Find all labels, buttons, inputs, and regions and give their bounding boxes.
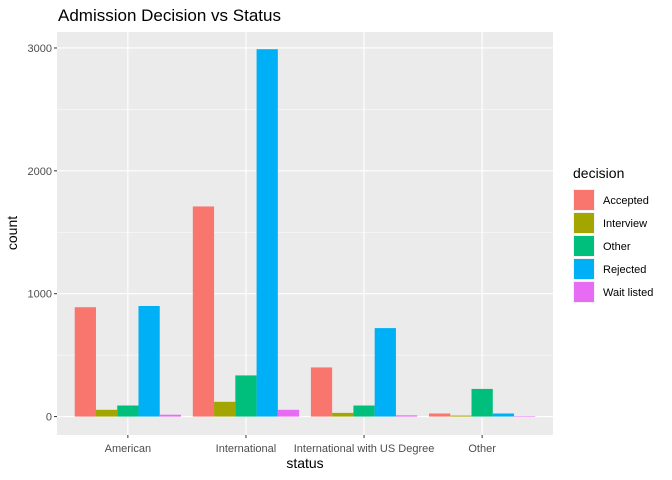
legend-label: Other: [603, 241, 631, 253]
bar-wait-listed: [514, 416, 536, 417]
bar-accepted: [310, 367, 333, 417]
legend-label: Interview: [603, 218, 647, 230]
bar-other: [117, 405, 139, 417]
y-axis-title: count: [4, 216, 20, 250]
bar-rejected: [374, 328, 396, 417]
legend-items: Accepted Interview Other Rejected Wait liste…: [573, 189, 653, 303]
x-tick-label: American: [105, 443, 151, 455]
bar-wait-listed: [395, 415, 418, 417]
legend-label: Wait listed: [603, 287, 653, 299]
legend: decision Accepted Interview Other Rejected W…: [573, 165, 653, 303]
legend-swatch: [574, 282, 594, 302]
legend-swatch: [574, 213, 594, 233]
x-axis-title: status: [286, 455, 323, 471]
bar-interview: [450, 415, 472, 417]
legend-label: Accepted: [603, 195, 649, 207]
bar-interview: [214, 401, 236, 417]
bar-wait-listed: [159, 414, 181, 417]
bar-accepted: [429, 413, 451, 417]
legend-swatch: [574, 236, 594, 256]
x-axis: American International International with …: [105, 435, 496, 455]
y-tick-label: 1000: [28, 289, 52, 301]
legend-title: decision: [573, 165, 624, 181]
bar-interview: [332, 412, 354, 417]
bar-other: [471, 388, 493, 417]
bar-wait-listed: [277, 409, 300, 417]
bar-rejected: [256, 49, 278, 417]
bar-accepted: [74, 307, 96, 417]
bar-rejected: [138, 305, 160, 417]
bar-other: [353, 405, 375, 417]
y-tick-label: 0: [46, 412, 52, 424]
x-tick-label: International with US Degree: [294, 443, 435, 455]
plot-panel: [57, 32, 553, 435]
bar-accepted: [192, 206, 215, 417]
y-axis: 0 1000 2000 3000: [28, 43, 57, 424]
bar-interview: [95, 409, 118, 417]
chart-title: Admission Decision vs Status: [58, 6, 281, 25]
bars: [74, 49, 536, 417]
x-tick-label: Other: [468, 443, 496, 455]
legend-swatch: [574, 190, 594, 210]
bar-other: [235, 375, 257, 417]
x-tick-label: International: [216, 443, 277, 455]
legend-swatch: [574, 259, 594, 279]
bar-rejected: [492, 413, 515, 417]
legend-label: Rejected: [603, 264, 646, 276]
y-tick-label: 3000: [28, 43, 52, 55]
y-tick-label: 2000: [28, 166, 52, 178]
